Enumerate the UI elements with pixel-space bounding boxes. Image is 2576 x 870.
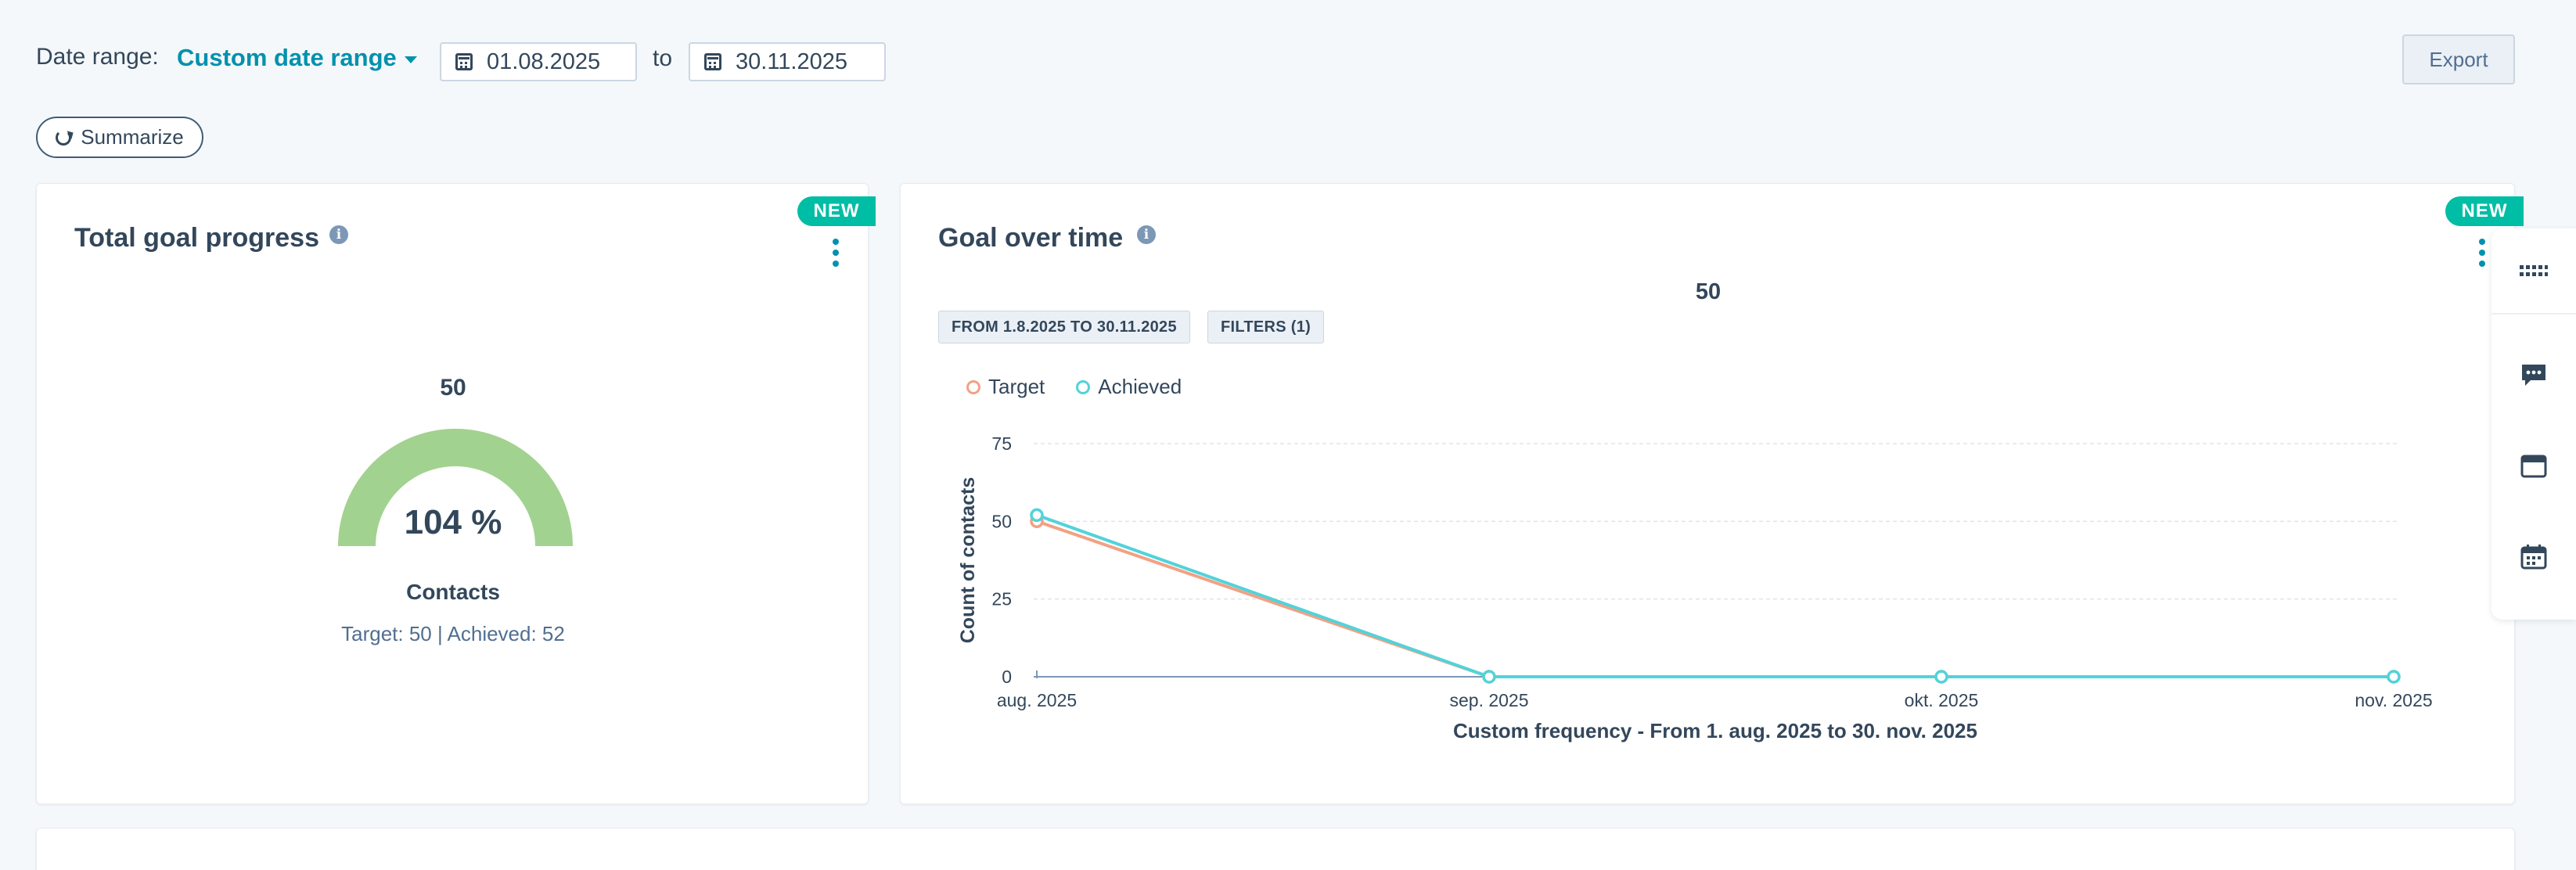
metric-label: Contacts [406, 580, 500, 604]
rail-divider [2491, 313, 2576, 315]
end-date-value: 30.11.2025 [736, 49, 847, 74]
gauge-arc [338, 429, 573, 546]
more-options-icon[interactable] [832, 239, 840, 267]
date-range-value: Custom date range [177, 44, 397, 71]
new-badge: NEW [797, 196, 876, 226]
date-range-chip[interactable]: FROM 1.8.2025 TO 30.11.2025 [938, 311, 1190, 343]
x-axis-label: Custom frequency - From 1. aug. 2025 to … [1453, 719, 1977, 742]
series-line-achieved [1036, 513, 2394, 678]
date-range-label: Date range: [36, 44, 159, 70]
total-goal-progress-card: Total goal progress i NEW 50 104 % Conta… [36, 183, 876, 804]
y-tick-label: 0 [1002, 667, 1012, 687]
info-icon[interactable]: i [1137, 225, 1156, 244]
goal-line-chart: 0 25 50 75 aug. 2025 sep. 2025 okt. 2025 nov. 2… [957, 433, 2433, 742]
more-options-icon[interactable] [2478, 239, 2486, 267]
y-tick-label: 25 [991, 589, 1012, 609]
data-point-achieved[interactable] [1030, 508, 1044, 523]
window-icon[interactable] [2520, 452, 2548, 480]
legend-label: Target [988, 375, 1045, 398]
gauge-target-value: 50 [440, 375, 466, 401]
summarize-button[interactable]: Summarize [36, 117, 203, 158]
x-tick-label: okt. 2025 [1905, 690, 1979, 710]
legend-item-achieved[interactable]: Achieved [1076, 375, 1182, 399]
goal-summary: Target: 50 | Achieved: 52 [341, 622, 565, 645]
date-range-dropdown[interactable]: Custom date range [177, 44, 417, 72]
card-title: Goal over time [938, 223, 1124, 253]
chart-legend: Target Achieved [966, 375, 1182, 399]
right-sidebar [2491, 228, 2576, 620]
data-point-achieved[interactable] [1934, 670, 1948, 684]
start-date-input[interactable]: 01.08.2025 [440, 42, 637, 81]
calendar-icon [704, 53, 721, 70]
filters-chip[interactable]: FILTERS (1) [1207, 311, 1325, 343]
to-label: to [653, 45, 673, 71]
gauge-percent: 104 % [404, 503, 502, 541]
next-report-card [36, 828, 2515, 870]
data-point-achieved[interactable] [2387, 670, 2401, 684]
legend-item-target[interactable]: Target [966, 375, 1045, 399]
x-tick-label: aug. 2025 [997, 690, 1077, 710]
start-date-value: 01.08.2025 [487, 49, 601, 74]
progress-gauge [338, 429, 573, 546]
legend-label: Achieved [1098, 375, 1182, 398]
y-tick-label: 50 [991, 511, 1012, 531]
calendar-icon [455, 53, 473, 70]
export-button[interactable]: Export [2402, 34, 2515, 84]
new-badge: NEW [2445, 196, 2524, 226]
y-axis-label: Count of contacts [957, 477, 979, 644]
top-value: 50 [1695, 279, 1722, 304]
refresh-icon [56, 129, 72, 146]
calendar-icon[interactable] [2520, 543, 2548, 571]
x-tick-label: nov. 2025 [2355, 690, 2432, 710]
end-date-input[interactable]: 30.11.2025 [689, 42, 886, 81]
goal-over-time-card: Goal over time i NEW 50 FROM 1.8.2025 TO… [900, 183, 2524, 804]
caret-down-icon [404, 56, 417, 63]
data-point-achieved[interactable] [1482, 670, 1496, 684]
legend-marker [966, 379, 980, 394]
x-tick-label: sep. 2025 [1449, 690, 1528, 710]
y-tick-label: 75 [991, 433, 1012, 454]
info-icon[interactable]: i [329, 225, 348, 244]
summarize-label: Summarize [81, 125, 184, 149]
chat-icon[interactable] [2520, 361, 2548, 390]
grid-icon[interactable] [2520, 257, 2548, 285]
card-title: Total goal progress [74, 223, 319, 253]
legend-marker [1076, 379, 1091, 394]
